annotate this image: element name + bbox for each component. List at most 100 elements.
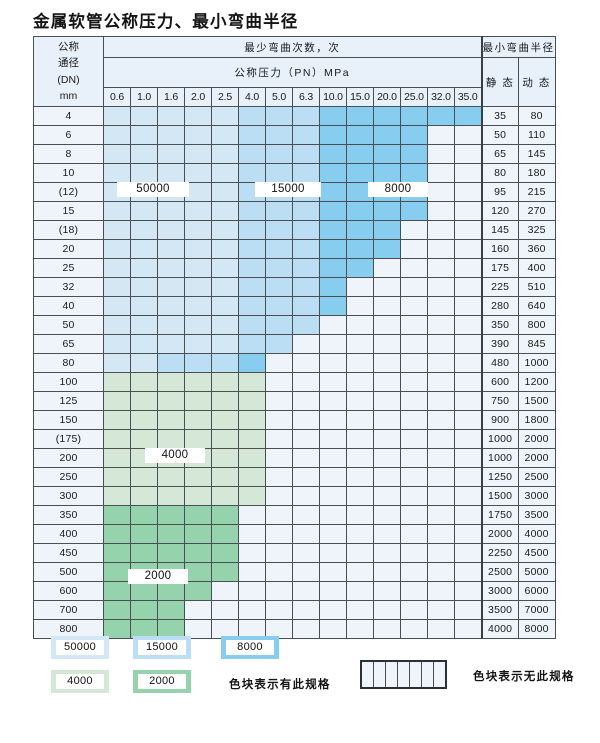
dynamic-header: 动 态: [517, 57, 556, 107]
spec-cell-empty: [427, 277, 455, 297]
spec-cell-filled: [238, 258, 266, 278]
row-label-dn: 4: [33, 106, 104, 126]
spec-cell-empty: [400, 429, 428, 449]
spec-cell-filled: [319, 201, 347, 221]
spec-cell-filled: [265, 106, 293, 126]
spec-cell-filled: [103, 296, 131, 316]
spec-cell-empty: [292, 524, 320, 544]
spec-cell-filled: [184, 163, 212, 183]
static-radius-value: 4000: [481, 619, 519, 639]
spec-cell-filled: [130, 524, 158, 544]
spec-cell-empty: [400, 619, 428, 639]
spec-cell-empty: [319, 315, 347, 335]
spec-cell-empty: [346, 410, 374, 430]
static-radius-value: 480: [481, 353, 519, 373]
static-radius-value: 65: [481, 144, 519, 164]
legend-empty-cell: [433, 660, 447, 689]
legend-empty-cell: [385, 660, 398, 689]
spec-cell-filled: [103, 505, 131, 525]
spec-cell-filled: [157, 429, 185, 449]
spec-cell-filled: [238, 201, 266, 221]
spec-cell-empty: [427, 372, 455, 392]
spec-cell-filled: [319, 220, 347, 240]
spec-cell-filled: [319, 296, 347, 316]
static-radius-value: 95: [481, 182, 519, 202]
spec-cell-filled: [211, 163, 239, 183]
spec-cell-filled: [319, 144, 347, 164]
spec-cell-filled: [184, 296, 212, 316]
spec-cell-filled: [184, 562, 212, 582]
spec-cell-empty: [454, 429, 483, 449]
spec-cell-empty: [319, 467, 347, 487]
spec-cell-empty: [319, 429, 347, 449]
row-label-dn: 65: [33, 334, 104, 354]
spec-cell-empty: [373, 505, 401, 525]
spec-cell-empty: [400, 505, 428, 525]
spec-cell-empty: [373, 353, 401, 373]
static-radius-value: 600: [481, 372, 519, 392]
spec-cell-empty: [265, 429, 293, 449]
spec-cell-filled: [157, 543, 185, 563]
spec-cell-empty: [292, 505, 320, 525]
spec-cell-empty: [211, 600, 239, 620]
pressure-column-header: 5.0: [265, 87, 293, 107]
static-header: 静 态: [481, 57, 519, 107]
spec-cell-filled: [238, 391, 266, 411]
table-row: 20 160 360: [33, 239, 556, 259]
spec-cell-filled: [157, 353, 185, 373]
spec-cell-filled: [157, 106, 185, 126]
spec-cell-empty: [427, 600, 455, 620]
table-row: 32 225 510: [33, 277, 556, 297]
spec-cell-filled: [211, 201, 239, 221]
spec-cell-empty: [427, 562, 455, 582]
spec-cell-filled: [211, 410, 239, 430]
spec-cell-empty: [427, 182, 455, 202]
spec-cell-empty: [454, 239, 483, 259]
spec-cell-filled: [211, 220, 239, 240]
spec-cell-empty: [265, 467, 293, 487]
spec-cell-empty: [346, 562, 374, 582]
spec-cell-empty: [373, 258, 401, 278]
spec-cell-filled: [157, 277, 185, 297]
spec-cell-filled: [157, 410, 185, 430]
spec-cell-filled: [103, 125, 131, 145]
spec-cell-filled: [130, 239, 158, 259]
spec-cell-empty: [454, 125, 483, 145]
spec-cell-filled: [130, 372, 158, 392]
spec-cell-empty: [373, 581, 401, 601]
spec-cell-filled: [238, 486, 266, 506]
spec-cell-empty: [454, 524, 483, 544]
spec-cell-empty: [292, 562, 320, 582]
spec-cell-empty: [292, 600, 320, 620]
spec-cell-filled: [211, 125, 239, 145]
spec-cell-empty: [454, 296, 483, 316]
dynamic-radius-value: 4500: [517, 543, 556, 563]
row-label-dn: 200: [33, 448, 104, 468]
static-radius-value: 2500: [481, 562, 519, 582]
spec-cell-empty: [346, 600, 374, 620]
spec-cell-empty: [265, 600, 293, 620]
spec-cell-empty: [346, 372, 374, 392]
static-radius-value: 1500: [481, 486, 519, 506]
spec-cell-filled: [319, 182, 347, 202]
spec-cell-filled: [400, 163, 428, 183]
spec-cell-filled: [130, 125, 158, 145]
page-title: 金属软管公称压力、最小弯曲半径: [33, 12, 299, 31]
spec-cell-filled: [184, 334, 212, 354]
dynamic-radius-value: 2000: [517, 448, 556, 468]
spec-cell-empty: [454, 543, 483, 563]
spec-cell-filled: [157, 163, 185, 183]
row-label-dn: (12): [33, 182, 104, 202]
table-row: (18) 145 325: [33, 220, 556, 240]
row-label-dn: 15: [33, 201, 104, 221]
spec-cell-filled: [292, 296, 320, 316]
spec-cell-empty: [454, 619, 483, 639]
spec-cell-filled: [184, 315, 212, 335]
spec-cell-filled: [130, 429, 158, 449]
spec-cell-empty: [400, 258, 428, 278]
spec-cell-filled: [265, 315, 293, 335]
pressure-column-header: 6.3: [292, 87, 320, 107]
spec-cell-filled: [427, 106, 455, 126]
spec-cell-empty: [427, 239, 455, 259]
spec-cell-filled: [157, 296, 185, 316]
